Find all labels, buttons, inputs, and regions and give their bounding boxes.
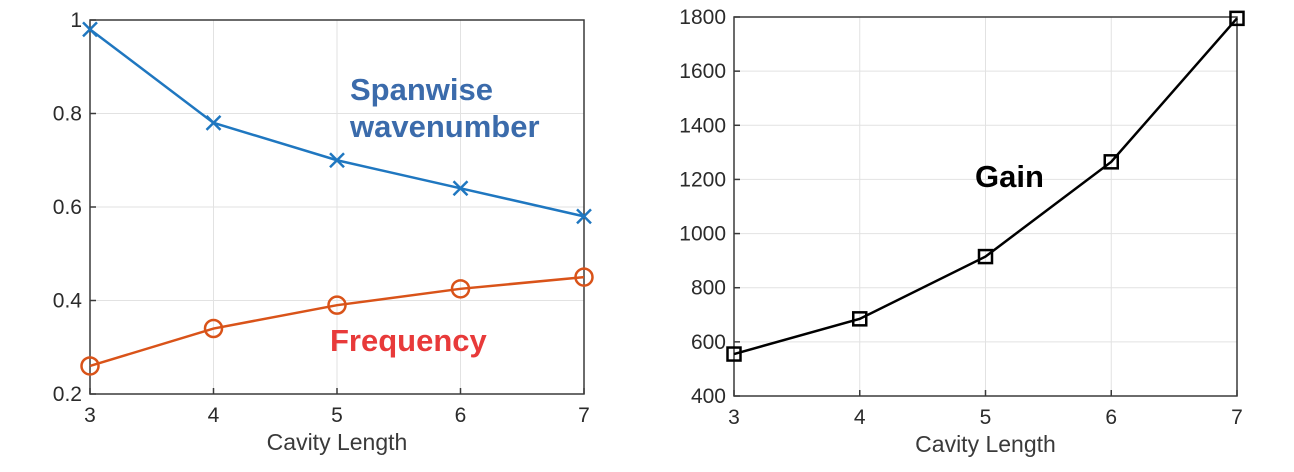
right-x-axis-label: Cavity Length (915, 431, 1056, 457)
left-annotation-2-line-1: Frequency (330, 323, 488, 358)
frequency-point (80, 356, 100, 376)
spanwise-wavenumber-point (576, 208, 592, 225)
right-x-tick-label: 3 (728, 406, 740, 429)
gain-point (1229, 10, 1245, 27)
spanwise-wavenumber-point (82, 21, 98, 38)
frequency-point (450, 279, 471, 299)
spanwise-wavenumber-point (205, 114, 222, 131)
gain-line (733, 17, 1238, 356)
right-chart-panel: 3 4 5 6 7 400 600 800 1000 1200 1400 1600 1800 Cavity… (679, 6, 1245, 457)
spanwise-wavenumber-point (329, 152, 345, 169)
frequency-line (89, 275, 585, 368)
frequency-point (327, 295, 347, 315)
left-annotation-1-line-2: wavenumber (349, 109, 540, 144)
right-x-tick-label: 5 (980, 406, 992, 429)
right-y-tick-label: 400 (691, 385, 726, 408)
right-y-tick-label: 1600 (679, 60, 726, 83)
right-annotation-1-line-1: Gain (975, 159, 1044, 194)
left-y-tick-label: 0.2 (53, 383, 82, 406)
left-x-tick-label: 4 (208, 404, 220, 427)
frequency-point (203, 318, 224, 339)
right-y-tick-label: 1400 (679, 114, 726, 137)
gain-point (1103, 154, 1119, 170)
right-y-tick-label: 1800 (679, 6, 726, 29)
frequency-point (574, 267, 594, 287)
gain-point (726, 346, 742, 362)
left-y-tick-label: 0.6 (53, 196, 82, 219)
gain-point (977, 248, 994, 265)
left-x-tick-label: 5 (331, 404, 343, 427)
right-y-tick-label: 800 (691, 277, 726, 300)
left-x-tick-label: 6 (455, 404, 467, 427)
left-y-tick-label: 0.8 (53, 103, 82, 126)
right-y-tick-label: 1000 (679, 223, 726, 246)
right-x-tick-label: 4 (854, 406, 866, 429)
left-x-tick-label: 3 (84, 404, 96, 427)
left-annotation-1-line-1: Spanwise (350, 72, 493, 107)
right-x-tick-label: 7 (1231, 406, 1243, 429)
right-y-tick-label: 1200 (679, 168, 726, 191)
left-y-tick-label: 1 (70, 9, 82, 32)
spanwise-wavenumber-point (452, 180, 469, 197)
left-x-tick-label: 7 (578, 404, 590, 427)
gain-point (852, 311, 868, 327)
left-x-axis-label: Cavity Length (267, 429, 408, 455)
right-y-tick-label: 600 (691, 331, 726, 354)
left-y-tick-label: 0.4 (53, 290, 83, 313)
right-x-tick-label: 6 (1105, 406, 1117, 429)
left-chart-panel: 3 4 5 6 7 0.2 0.4 0.6 0.8 1 Cavity Length Spanwisew… (53, 9, 594, 455)
